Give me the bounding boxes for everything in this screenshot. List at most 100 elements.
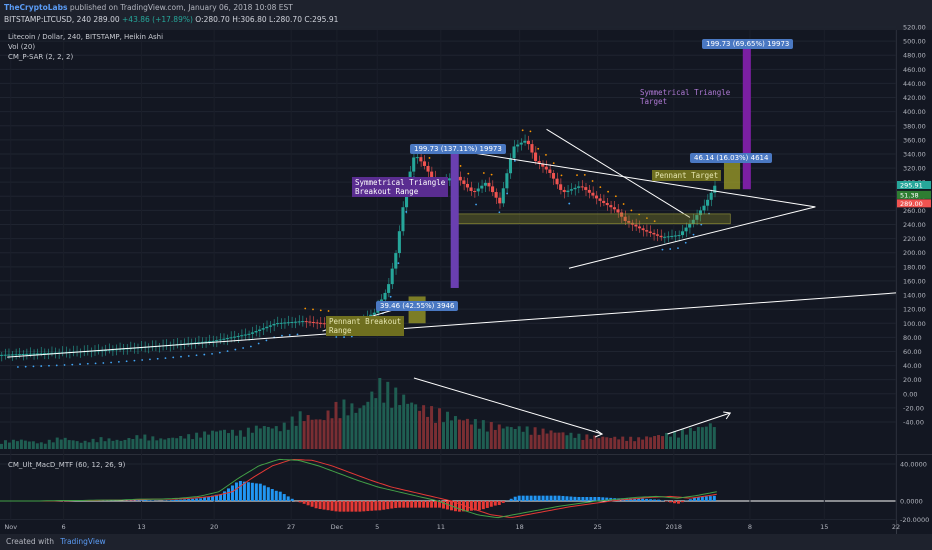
volume-bar: [83, 440, 87, 449]
change-label: +43.86 (+17.89%): [122, 15, 193, 24]
psar-dot: [599, 186, 602, 189]
low-label: L:280.70: [269, 15, 302, 24]
volume-bar: [589, 438, 593, 449]
macd-histogram-bar: [402, 501, 406, 508]
breakout-range-bar: [450, 150, 459, 288]
price-tick-label: 100.00: [903, 320, 926, 328]
macd-histogram-bar: [175, 499, 179, 501]
volume-bar: [473, 419, 477, 449]
volume-bar: [545, 433, 549, 449]
volume-bar: [696, 426, 700, 449]
psar-dot: [281, 334, 283, 337]
time-tick-label: 5: [375, 523, 379, 531]
volume-bar: [593, 435, 597, 449]
note-triangle-breakout: Symmetrical Triangle Breakout Range: [352, 177, 449, 197]
volume-bar: [115, 439, 119, 449]
volume-bar: [226, 433, 230, 449]
macd-histogram-bar: [250, 482, 254, 501]
volume-bar: [525, 426, 529, 449]
volume-bar: [326, 410, 330, 449]
price-candle: [602, 200, 606, 203]
measure-tag-low: 39.46 (42.55%) 3946: [376, 301, 459, 311]
macd-histogram-bar: [553, 495, 557, 501]
price-candle: [612, 207, 616, 210]
psar-value-badge-bg: [897, 190, 931, 199]
volume-bar: [688, 427, 692, 449]
volume-bar: [258, 428, 262, 449]
price-candle: [691, 219, 695, 224]
price-candle: [476, 188, 480, 192]
price-candle: [390, 268, 394, 285]
macd-histogram-bar: [521, 495, 525, 501]
volume-bar: [613, 436, 617, 449]
time-tick-label: 20: [210, 523, 218, 531]
volume-bar: [87, 442, 91, 449]
macd-histogram-bar: [589, 497, 593, 501]
price-candle: [666, 236, 670, 238]
macd-histogram-bar: [629, 498, 633, 501]
volume-bar: [561, 432, 565, 449]
volume-bar: [680, 429, 684, 449]
price-candle: [605, 202, 609, 206]
price-candle: [0, 354, 4, 356]
price-candle: [43, 353, 47, 355]
time-tick-label: 11: [437, 523, 445, 531]
macd-histogram-bar: [442, 501, 446, 509]
volume-bar: [35, 443, 39, 449]
last-price-badge-bg: [897, 199, 931, 208]
price-candle: [412, 157, 416, 172]
psar-dot: [343, 336, 345, 338]
volume-bar: [406, 403, 410, 449]
psar-dot: [117, 360, 120, 363]
macd-tick-label: 0.0000: [900, 498, 923, 506]
price-candle: [415, 157, 419, 159]
price-candle: [559, 184, 563, 190]
macd-histogram-bar: [712, 495, 716, 501]
psar-dot: [428, 157, 431, 159]
volume-bar: [234, 435, 238, 449]
volume-bar: [605, 437, 609, 449]
volume-bar: [346, 415, 350, 449]
psar-dot: [630, 209, 633, 212]
volume-bar: [179, 435, 183, 449]
price-candle: [498, 197, 502, 204]
volume-bar: [529, 434, 533, 449]
macd-histogram-bar: [465, 501, 469, 512]
psar-dot: [482, 172, 485, 174]
macd-histogram-bar: [649, 499, 653, 501]
volume-bar: [75, 441, 79, 449]
macd-histogram-bar: [234, 482, 238, 501]
price-candle: [35, 353, 39, 355]
macd-histogram-bar: [386, 501, 390, 510]
psar-dot: [55, 364, 58, 367]
volume-bar: [203, 431, 207, 449]
macd-histogram-bar: [473, 501, 477, 511]
price-candle: [645, 230, 649, 232]
psar-dot: [614, 195, 617, 198]
price-candle: [469, 187, 473, 191]
psar-dot: [335, 336, 338, 338]
volume-bar: [223, 429, 226, 449]
tradingview-logo[interactable]: TradingView: [60, 537, 106, 546]
macd-histogram-bar: [366, 501, 370, 512]
volume-bar: [207, 434, 211, 449]
measure-tag-pennant: 46.14 (16.03%) 4614: [690, 153, 773, 163]
volume-bar: [386, 381, 390, 449]
volume-bar: [426, 416, 430, 449]
volume-bar: [39, 442, 43, 449]
macd-histogram-bar: [270, 489, 274, 501]
publisher-name[interactable]: TheCryptoLabs: [4, 3, 68, 12]
macd-histogram-bar: [370, 501, 374, 511]
volume-bar: [67, 440, 71, 449]
volume-bar: [334, 401, 338, 449]
volume-bar: [601, 436, 605, 449]
macd-histogram-bar: [230, 485, 234, 501]
macd-histogram-bar: [191, 498, 195, 501]
macd-histogram-bar: [605, 497, 609, 501]
psar-dot: [141, 359, 144, 361]
volume-bar: [641, 439, 645, 449]
psar-dot: [288, 334, 291, 336]
volume-bar: [123, 439, 127, 449]
price-candle: [620, 212, 624, 217]
